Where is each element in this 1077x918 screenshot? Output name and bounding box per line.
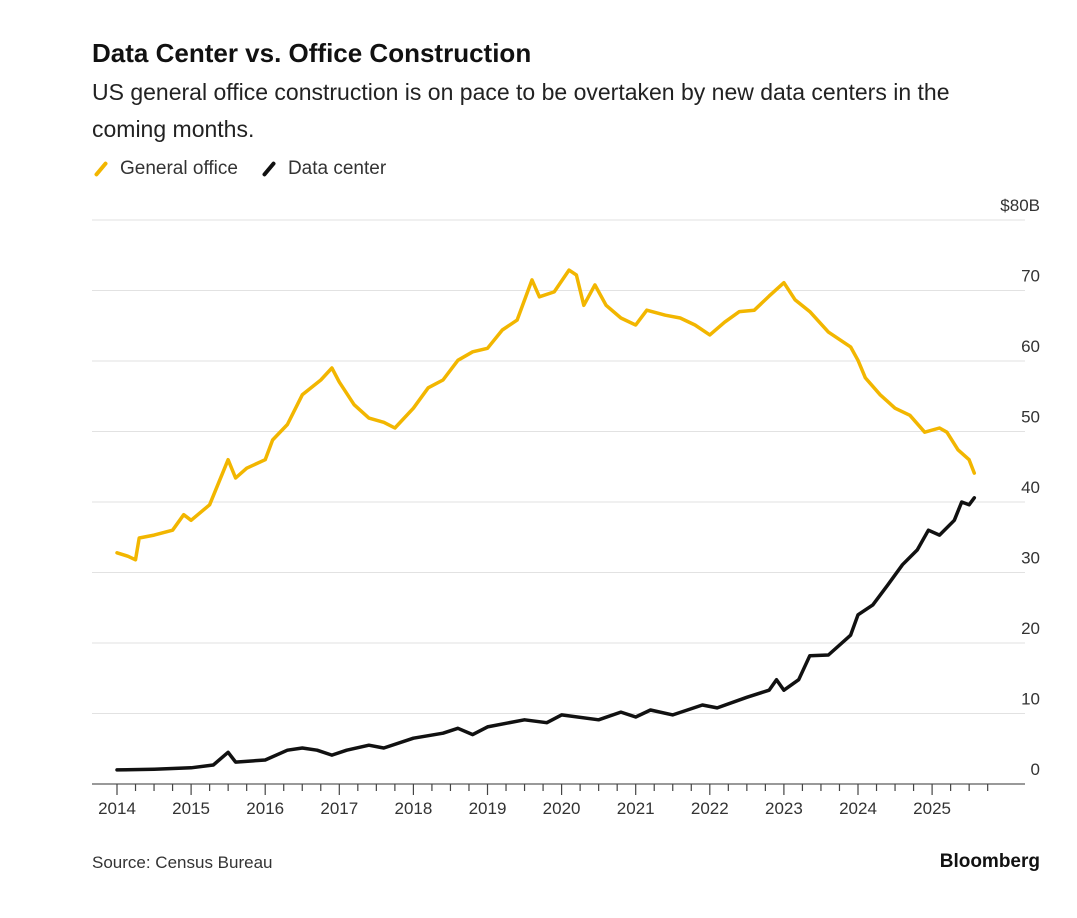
x-tick-label: 2023: [765, 799, 803, 818]
y-tick-label: 20: [1021, 619, 1040, 638]
series-line-general-office: [115, 268, 977, 562]
legend-label: General office: [120, 158, 238, 179]
y-tick-label: 40: [1021, 478, 1040, 497]
x-tick-label: 2017: [320, 799, 358, 818]
x-tick-label: 2022: [691, 799, 729, 818]
legend-label: Data center: [287, 158, 387, 179]
y-tick-label: 70: [1021, 267, 1040, 286]
legend-item-data-center: Data center: [260, 158, 386, 180]
x-tick-label: 2021: [617, 799, 655, 818]
brand-logo: Bloomberg: [939, 851, 1040, 872]
y-tick-label: $80B: [1000, 196, 1040, 215]
chart-title: Data Center vs. Office Construction: [92, 38, 532, 68]
y-tick-label: 30: [1021, 549, 1040, 568]
x-tick-label: 2019: [469, 799, 507, 818]
x-tick-label: 2024: [839, 799, 877, 818]
y-tick-label: 60: [1021, 337, 1040, 356]
chart-subtitle: US general office construction is on pac…: [92, 79, 950, 142]
x-tick-label: 2015: [172, 799, 210, 818]
legend: General office Data center: [92, 158, 386, 180]
x-tick-label: 2025: [913, 799, 951, 818]
legend-item-general-office: General office: [92, 158, 238, 180]
y-tick-label: 0: [1031, 760, 1040, 779]
x-tick-label: 2020: [543, 799, 581, 818]
x-tick-label: 2016: [246, 799, 284, 818]
x-tick-label: 2014: [98, 799, 136, 818]
y-tick-label: 10: [1021, 690, 1040, 709]
x-tick-label: 2018: [394, 799, 432, 818]
series-line-data-center: [115, 496, 977, 772]
source-note: Source: Census Bureau: [92, 853, 273, 872]
y-tick-label: 50: [1021, 408, 1040, 427]
